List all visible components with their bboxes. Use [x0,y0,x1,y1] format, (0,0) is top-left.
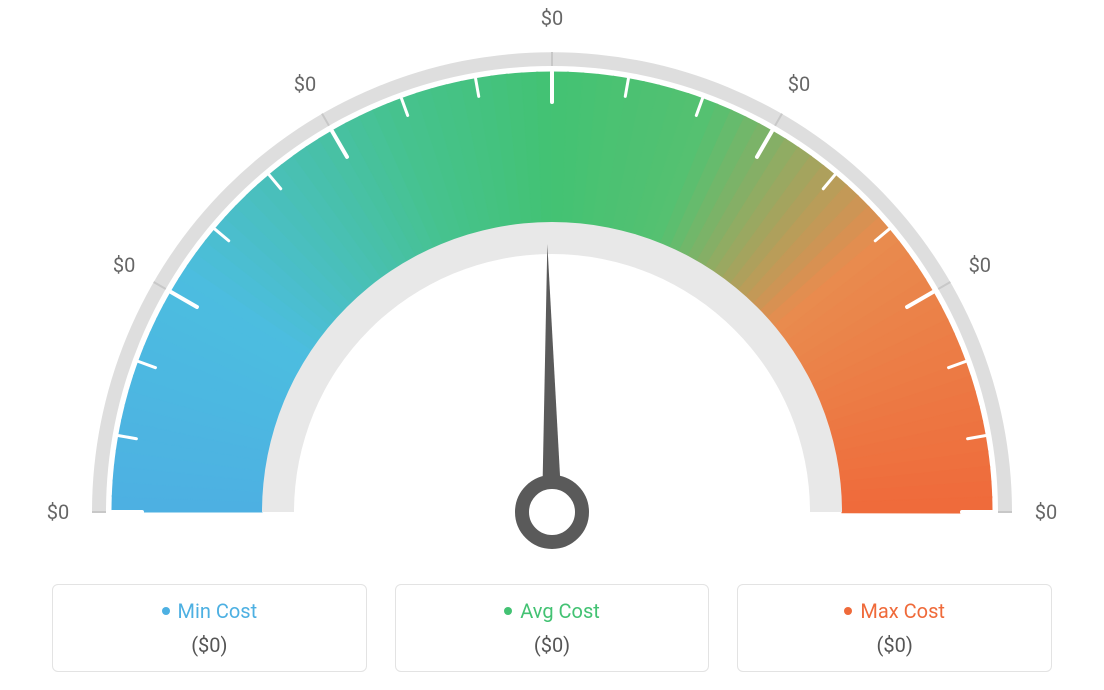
legend-label-text: Min Cost [178,599,258,623]
legend-card: Max Cost ($0) [737,584,1052,672]
gauge-tick-label: $0 [294,72,316,96]
legend-value: ($0) [396,633,709,657]
gauge-tick-label: $0 [969,253,991,277]
legend-label: Avg Cost [504,599,600,623]
legend-row: Min Cost ($0) Avg Cost ($0) Max Cost ($0) [52,584,1052,672]
gauge-tick-label: $0 [541,6,563,30]
legend-dot-icon [162,607,170,615]
gauge-tick-label: $0 [788,72,810,96]
legend-label: Min Cost [162,599,258,623]
legend-label: Max Cost [844,599,945,623]
gauge-tick-label: $0 [47,500,69,524]
cost-gauge: $0 $0 $0 $0 $0 $0 $0 [0,0,1104,560]
legend-value: ($0) [738,633,1051,657]
legend-dot-icon [504,607,512,615]
gauge-needle-hub [522,482,582,542]
legend-card: Min Cost ($0) [52,584,367,672]
gauge-tick-label: $0 [1035,500,1057,524]
legend-label-text: Avg Cost [520,599,600,623]
legend-card: Avg Cost ($0) [395,584,710,672]
gauge-tick-label: $0 [113,253,135,277]
legend-label-text: Max Cost [860,599,945,623]
legend-dot-icon [844,607,852,615]
gauge-needle [542,244,562,512]
legend-value: ($0) [53,633,366,657]
